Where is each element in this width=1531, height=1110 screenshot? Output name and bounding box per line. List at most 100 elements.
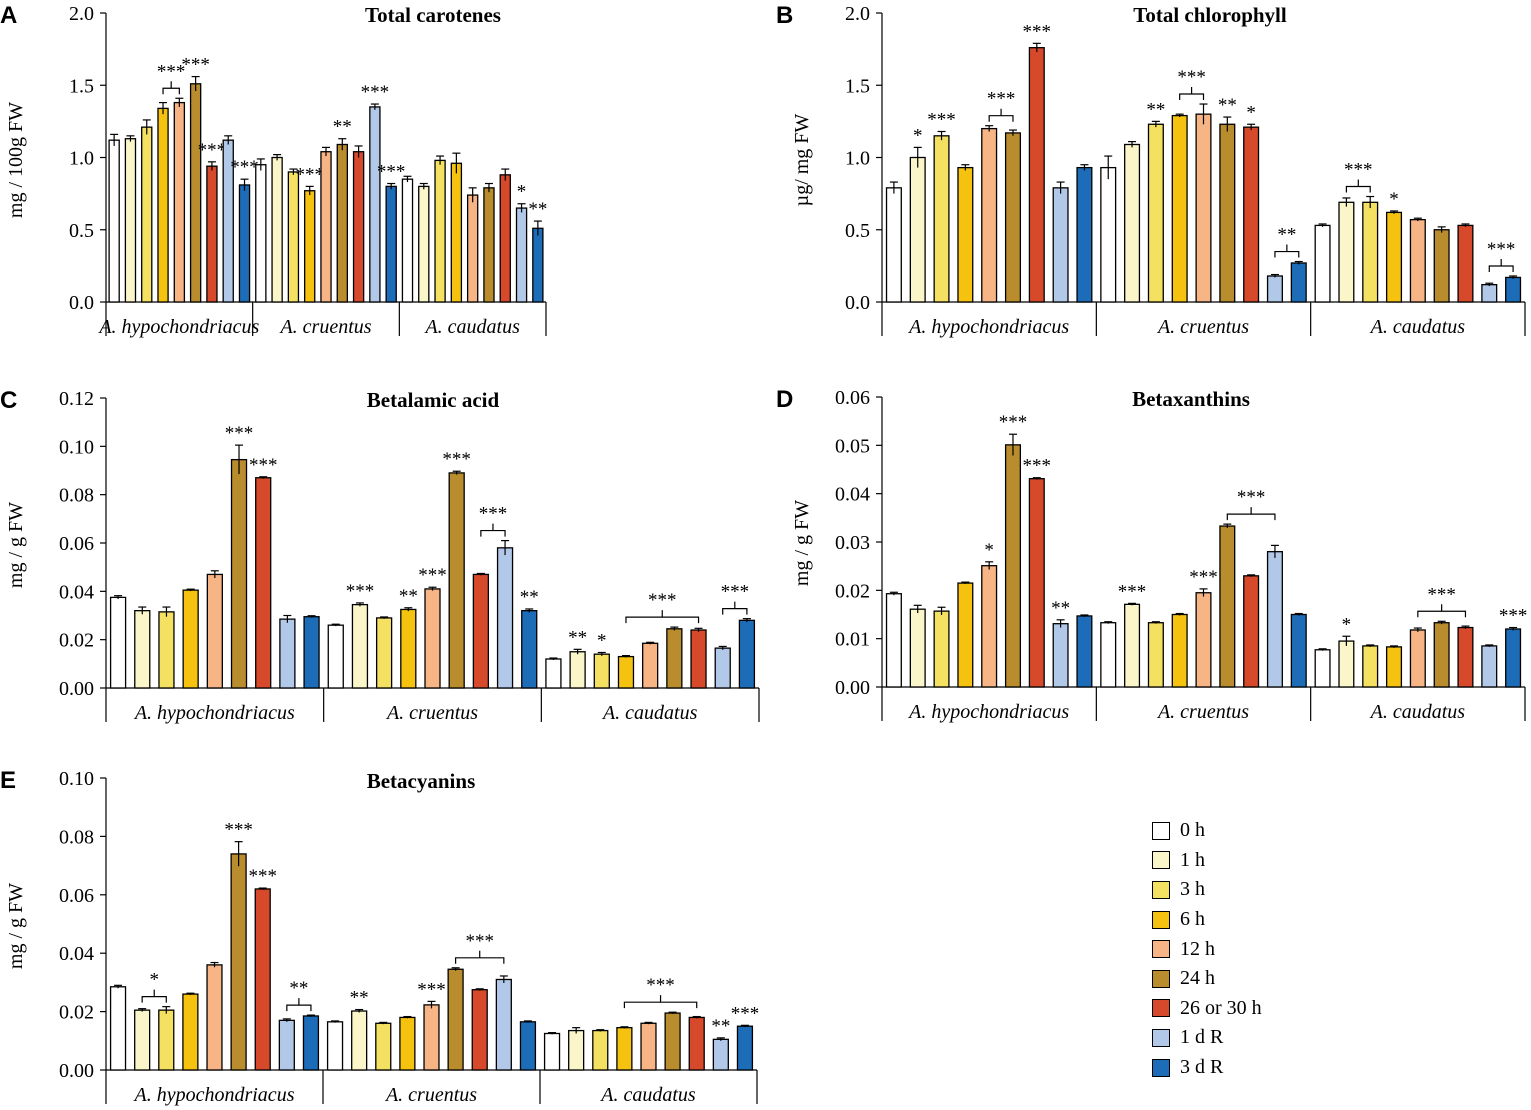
bar (424, 588, 441, 689)
bar (521, 610, 538, 689)
legend-item-3dR: 3 d R (1152, 1053, 1352, 1083)
significance-label: ** (528, 199, 547, 220)
group-label: A. caudatus (1369, 701, 1466, 723)
bar (933, 610, 950, 688)
bar (189, 83, 202, 303)
bar (326, 1021, 344, 1071)
bar (1505, 276, 1522, 303)
significance-label: *** (927, 109, 956, 130)
significance-label: * (1246, 102, 1256, 123)
bar (271, 156, 283, 303)
legend-item-12h: 12 h (1152, 934, 1352, 964)
y-tick-label: 0.5 (69, 220, 94, 242)
group-label: A. cruentus (278, 316, 371, 338)
legend-label: 1 d R (1180, 1026, 1224, 1049)
bracket-label: ** (289, 978, 308, 999)
chart-panel-b: B Total chlorophyll µg/ mg FW 0.0 0.5 1.0 1.5 2… (776, 2, 1526, 338)
bar (545, 658, 562, 689)
y-tick-label: 0.0 (845, 292, 870, 314)
bar (1362, 201, 1379, 303)
y-tick-label: 0.06 (835, 387, 870, 409)
significance-label: *** (224, 820, 253, 841)
significance-label: *** (248, 866, 277, 887)
legend-swatch (1152, 999, 1170, 1018)
bar (278, 1019, 295, 1071)
y-tick-label: 0.00 (835, 677, 870, 699)
y-tick-label: 0.06 (59, 533, 94, 555)
bar (496, 547, 514, 689)
bar (1171, 114, 1188, 303)
group-label: A. caudatus (599, 1084, 696, 1106)
bar (1004, 132, 1022, 303)
y-tick-label: 0.12 (59, 388, 94, 410)
bracket-label: *** (1177, 67, 1206, 88)
y-tick-label: 1.0 (845, 148, 870, 170)
legend-label: 3 d R (1180, 1056, 1224, 1079)
bar (109, 986, 127, 1071)
bar (933, 135, 950, 303)
bar (423, 1004, 440, 1071)
bar (1195, 113, 1212, 303)
significance-label: * (984, 540, 994, 561)
significance-bracket (988, 108, 1014, 122)
significance-label: ** (568, 627, 587, 648)
bar (1076, 615, 1093, 688)
panel-letter: A (0, 2, 17, 29)
bar (1433, 622, 1450, 688)
y-tick-label: 0.01 (835, 629, 870, 651)
bar (1004, 444, 1022, 688)
bar (1243, 126, 1260, 303)
bar (109, 596, 127, 689)
bar (688, 1016, 705, 1071)
bar (134, 1009, 151, 1071)
y-tick-label: 0.10 (59, 768, 94, 790)
bar (1457, 224, 1474, 303)
bar (351, 1010, 368, 1071)
group-label: A. hypochondriacus (907, 701, 1069, 723)
y-tick-label: 2.0 (69, 3, 94, 25)
chart-panel-e: E Betacyanins mg / g FW 0.00 0.02 0.04 0.06 0.0… (0, 767, 759, 1106)
bracket-label: ** (1277, 225, 1296, 246)
bracket-label: *** (1237, 487, 1266, 508)
bar (157, 107, 169, 303)
bar (909, 156, 926, 303)
significance-bracket (141, 989, 167, 1003)
significance-label: *** (198, 140, 227, 161)
y-tick-label: 0.0 (69, 292, 94, 314)
bar (385, 185, 397, 303)
bar (957, 582, 974, 688)
legend-swatch (1152, 1028, 1170, 1047)
significance-label: *** (181, 55, 210, 76)
y-tick-label: 1.0 (69, 148, 94, 170)
bracket-label: *** (465, 931, 494, 952)
bar (206, 964, 223, 1071)
bar (642, 642, 659, 689)
bar (1266, 551, 1283, 688)
bar (664, 1012, 681, 1071)
y-tick-label: 0.04 (835, 484, 870, 506)
bar (483, 187, 495, 303)
significance-label: *** (1118, 581, 1147, 602)
bar (738, 619, 756, 689)
chart-panel-d: D Betaxanthins mg / g FW 0.00 0.01 0.02 0.03 0.… (776, 386, 1527, 723)
significance-label: *** (1023, 21, 1052, 42)
significance-bracket (1345, 179, 1371, 193)
significance-label: *** (346, 581, 375, 602)
bar (1076, 166, 1093, 303)
bar (1433, 229, 1450, 303)
bar (592, 1029, 609, 1071)
bar (1124, 143, 1141, 303)
bar (471, 989, 488, 1071)
significance-label: ** (1218, 95, 1237, 116)
bar (957, 166, 974, 303)
bar (327, 624, 344, 689)
bar (885, 187, 902, 303)
bar (255, 477, 272, 689)
significance-label: *** (999, 412, 1028, 433)
bar (1314, 649, 1331, 688)
group-label: A. hypochondriacus (907, 316, 1069, 338)
bracket-label: *** (1344, 160, 1373, 181)
group-label: A. caudatus (423, 316, 520, 338)
bar (1171, 613, 1188, 688)
